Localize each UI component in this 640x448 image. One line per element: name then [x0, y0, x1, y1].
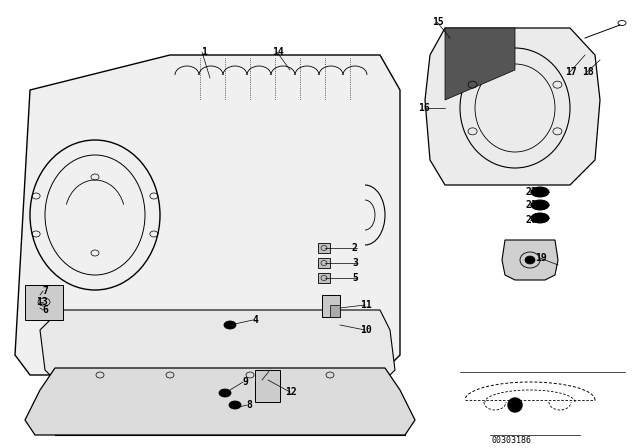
- Text: 2: 2: [352, 243, 358, 253]
- Text: 7: 7: [42, 286, 48, 296]
- Polygon shape: [425, 28, 600, 185]
- Polygon shape: [15, 55, 400, 375]
- Text: 00303186: 00303186: [492, 435, 532, 444]
- Bar: [322, 295, 340, 317]
- Text: 11: 11: [360, 300, 372, 310]
- Text: 1: 1: [201, 47, 207, 57]
- Ellipse shape: [229, 401, 241, 409]
- Text: 16: 16: [419, 103, 430, 113]
- Text: 18: 18: [582, 67, 594, 77]
- Bar: [330, 305, 340, 317]
- Text: 17: 17: [565, 67, 577, 77]
- Polygon shape: [40, 310, 395, 385]
- Text: 20: 20: [525, 215, 537, 225]
- Ellipse shape: [224, 321, 236, 329]
- Bar: [255, 370, 280, 402]
- Polygon shape: [445, 28, 515, 100]
- Bar: [318, 273, 330, 283]
- Text: 10: 10: [360, 325, 372, 335]
- Ellipse shape: [531, 213, 549, 223]
- Text: 19: 19: [535, 253, 547, 263]
- Text: 13: 13: [36, 297, 48, 307]
- Bar: [25, 285, 63, 320]
- Text: 4: 4: [252, 315, 258, 325]
- Ellipse shape: [531, 187, 549, 197]
- Ellipse shape: [525, 256, 535, 264]
- Polygon shape: [502, 240, 558, 280]
- Polygon shape: [25, 368, 415, 435]
- Ellipse shape: [219, 389, 231, 397]
- Text: 21: 21: [525, 200, 537, 210]
- Circle shape: [508, 398, 522, 412]
- Text: 15: 15: [432, 17, 444, 27]
- Bar: [318, 258, 330, 268]
- Bar: [318, 243, 330, 253]
- Text: 14: 14: [272, 47, 284, 57]
- Text: 8: 8: [246, 400, 252, 410]
- Ellipse shape: [531, 200, 549, 210]
- Text: 12: 12: [285, 387, 297, 397]
- Text: 3: 3: [352, 258, 358, 268]
- Text: 22: 22: [525, 187, 537, 197]
- Text: 6: 6: [42, 305, 48, 315]
- Text: 5: 5: [352, 273, 358, 283]
- Text: 9: 9: [242, 377, 248, 387]
